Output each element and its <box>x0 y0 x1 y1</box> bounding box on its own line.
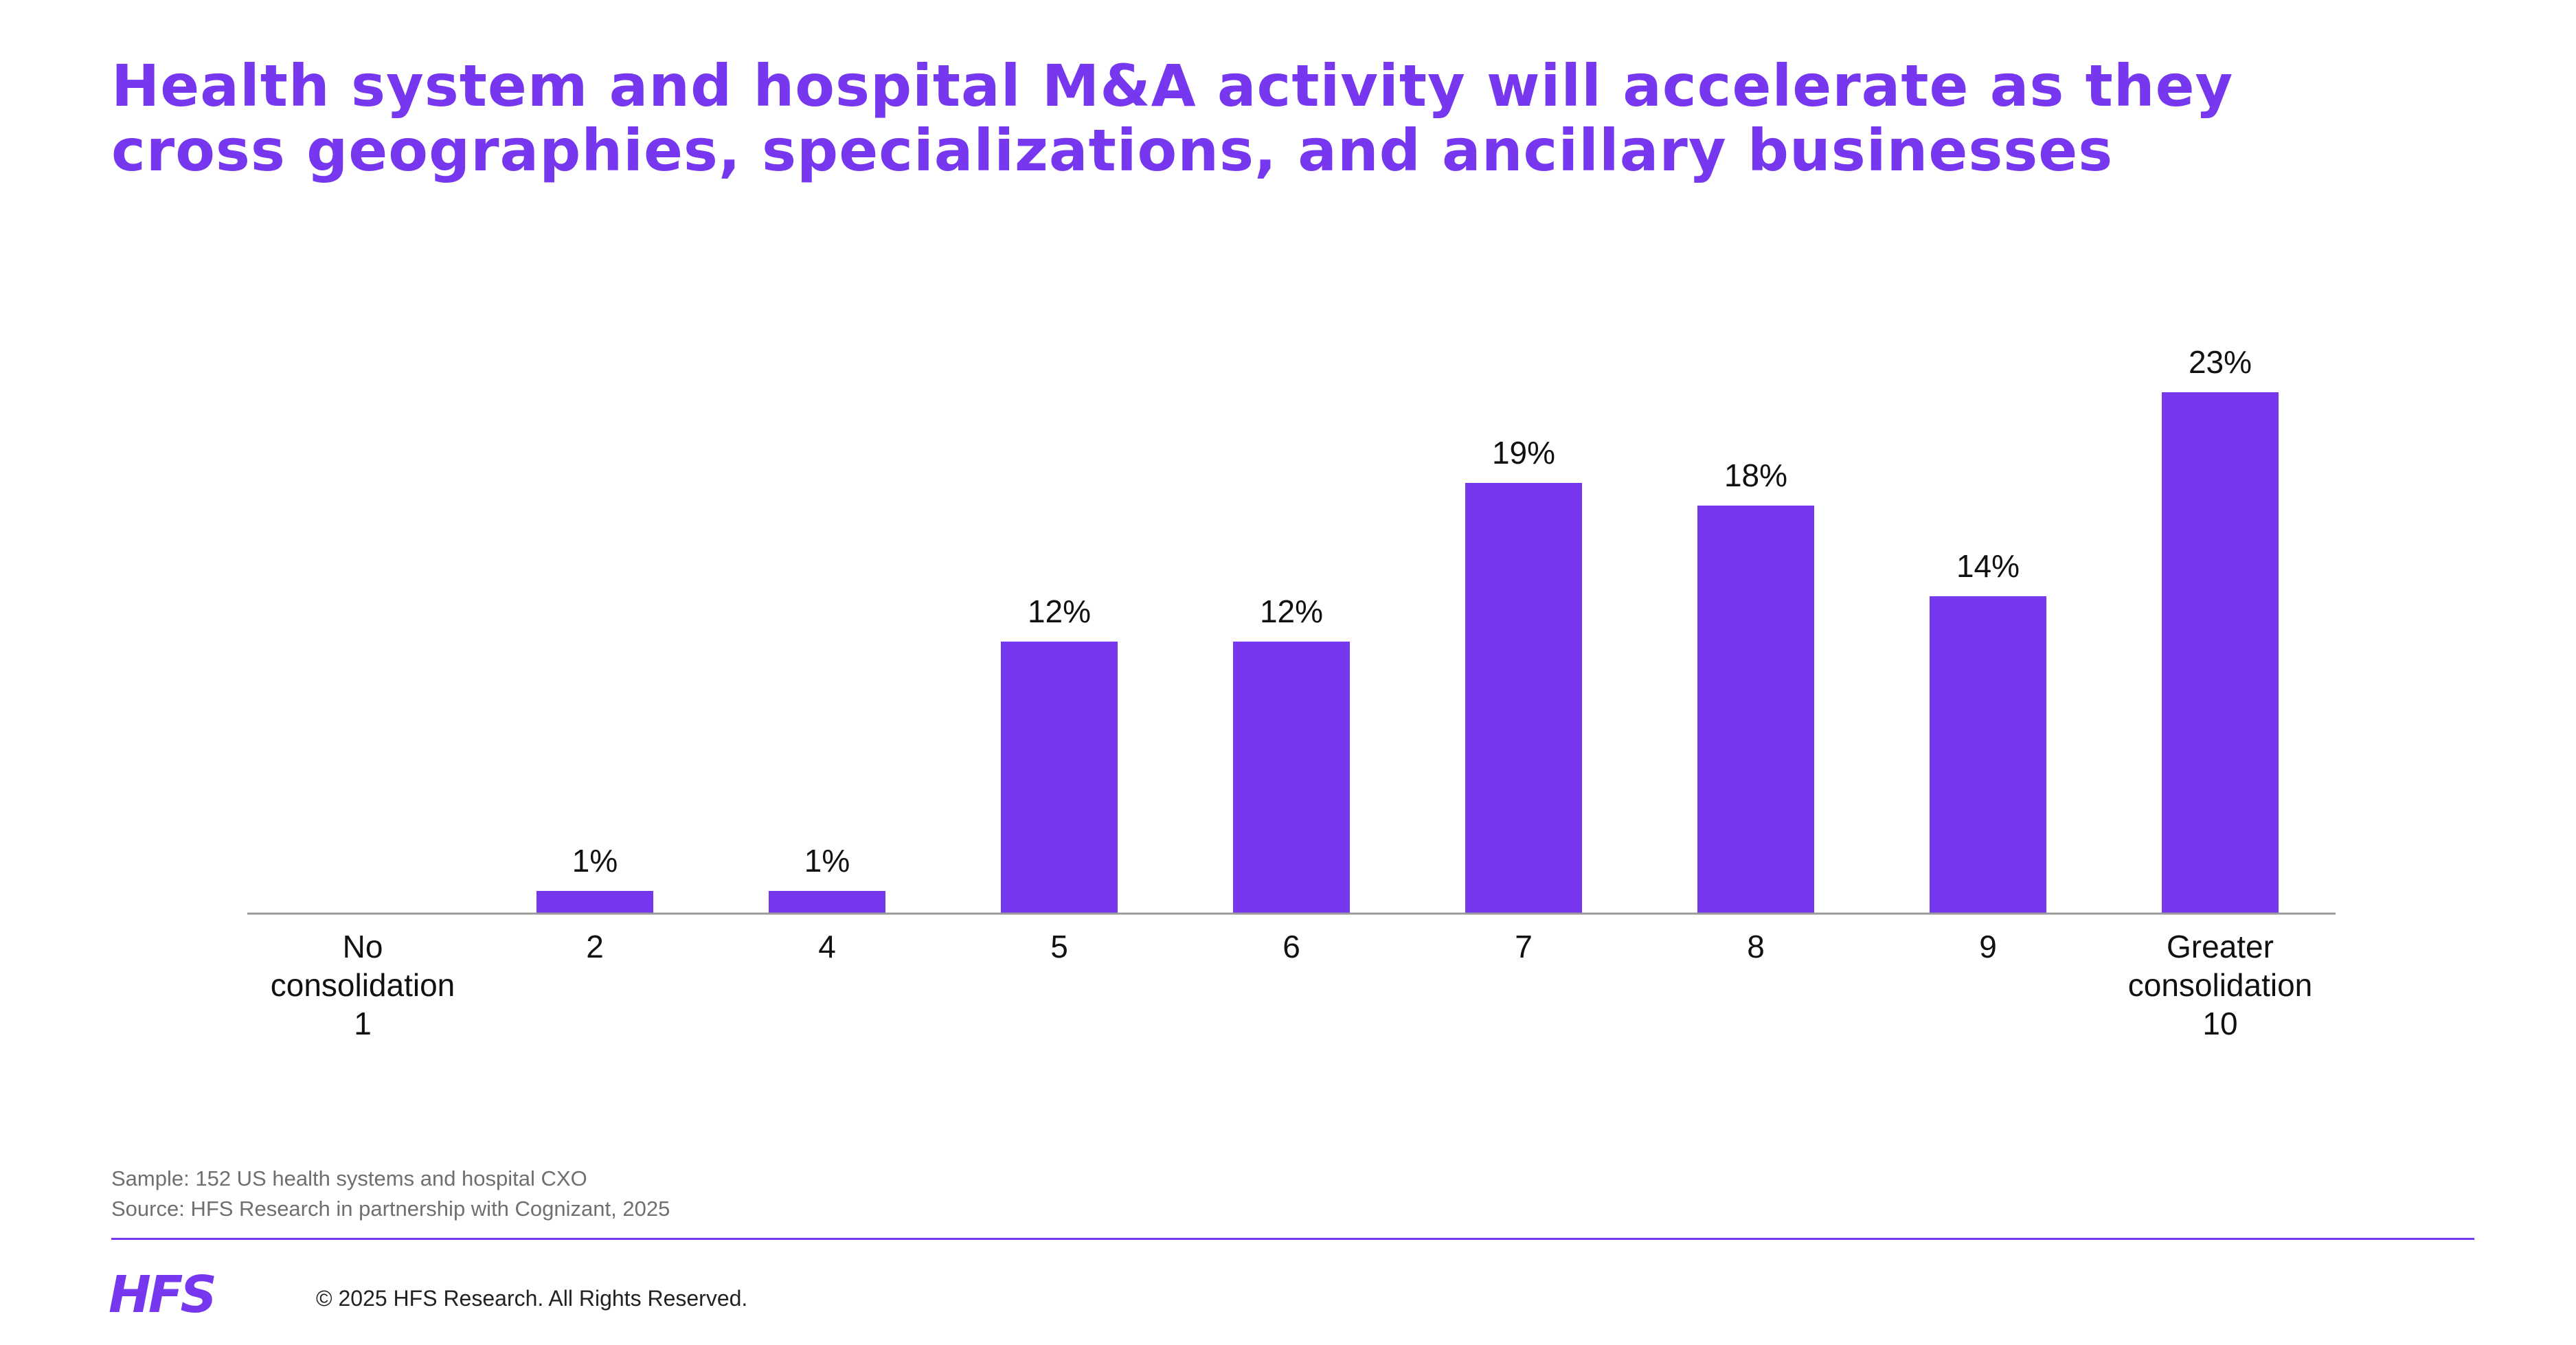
chart-title: Health system and hospital M&A activity … <box>111 54 2447 183</box>
footnotes: Sample: 152 US health systems and hospit… <box>111 1164 670 1224</box>
source-note: Source: HFS Research in partnership with… <box>111 1197 670 1221</box>
category-label-line: 9 <box>1979 929 1997 964</box>
chart-title-line-1: Health system and hospital M&A activity … <box>111 52 2234 120</box>
bar <box>1001 642 1118 914</box>
category-label-line: 6 <box>1283 929 1300 964</box>
bar <box>2162 392 2279 914</box>
category-label-line: 2 <box>586 929 604 964</box>
category-label-line: 4 <box>818 929 836 964</box>
chart-title-line-2: cross geographies, specializations, and … <box>111 117 2114 184</box>
data-label: 1% <box>804 843 850 879</box>
category-label-line: consolidation <box>2128 967 2313 1003</box>
bar <box>1930 596 2046 914</box>
bar-chart: No consolidation 11%21%412%512%619%718%814… <box>247 344 2336 1041</box>
bar <box>1233 642 1350 914</box>
category-label-line: consolidation <box>271 967 455 1003</box>
category-label-line: No <box>343 929 383 964</box>
category-label-line: 1 <box>354 1006 372 1041</box>
data-label: 1% <box>572 843 618 879</box>
bar <box>1465 483 1582 914</box>
category-label: 9 <box>1979 929 1997 964</box>
category-label: 6 <box>1283 929 1300 964</box>
data-label: 23% <box>2189 344 2252 380</box>
category-label: 2 <box>586 929 604 964</box>
category-label: 8 <box>1747 929 1765 964</box>
bar <box>1697 506 1814 914</box>
data-label: 12% <box>1260 594 1323 629</box>
category-label: 5 <box>1050 929 1068 964</box>
data-label: 18% <box>1724 457 1787 493</box>
category-label: 4 <box>818 929 836 964</box>
category-label-line: Greater <box>2167 929 2274 964</box>
category-label-line: 5 <box>1050 929 1068 964</box>
data-label: 14% <box>1956 548 2020 584</box>
category-label: Greater consolidation 10 <box>2128 929 2313 1041</box>
category-label: No consolidation 1 <box>271 929 455 1041</box>
bar <box>769 891 885 914</box>
copyright-text: © 2025 HFS Research. All Rights Reserved… <box>316 1286 748 1311</box>
data-label: 12% <box>1028 594 1091 629</box>
category-label-line: 7 <box>1515 929 1533 964</box>
sample-note: Sample: 152 US health systems and hospit… <box>111 1166 587 1190</box>
hfs-logo: HFS <box>109 1265 217 1324</box>
category-label: 7 <box>1515 929 1533 964</box>
data-label: 19% <box>1492 435 1555 471</box>
category-label-line: 10 <box>2202 1006 2237 1041</box>
category-label-line: 8 <box>1747 929 1765 964</box>
footer-divider <box>111 1238 2474 1240</box>
bar <box>536 891 653 914</box>
